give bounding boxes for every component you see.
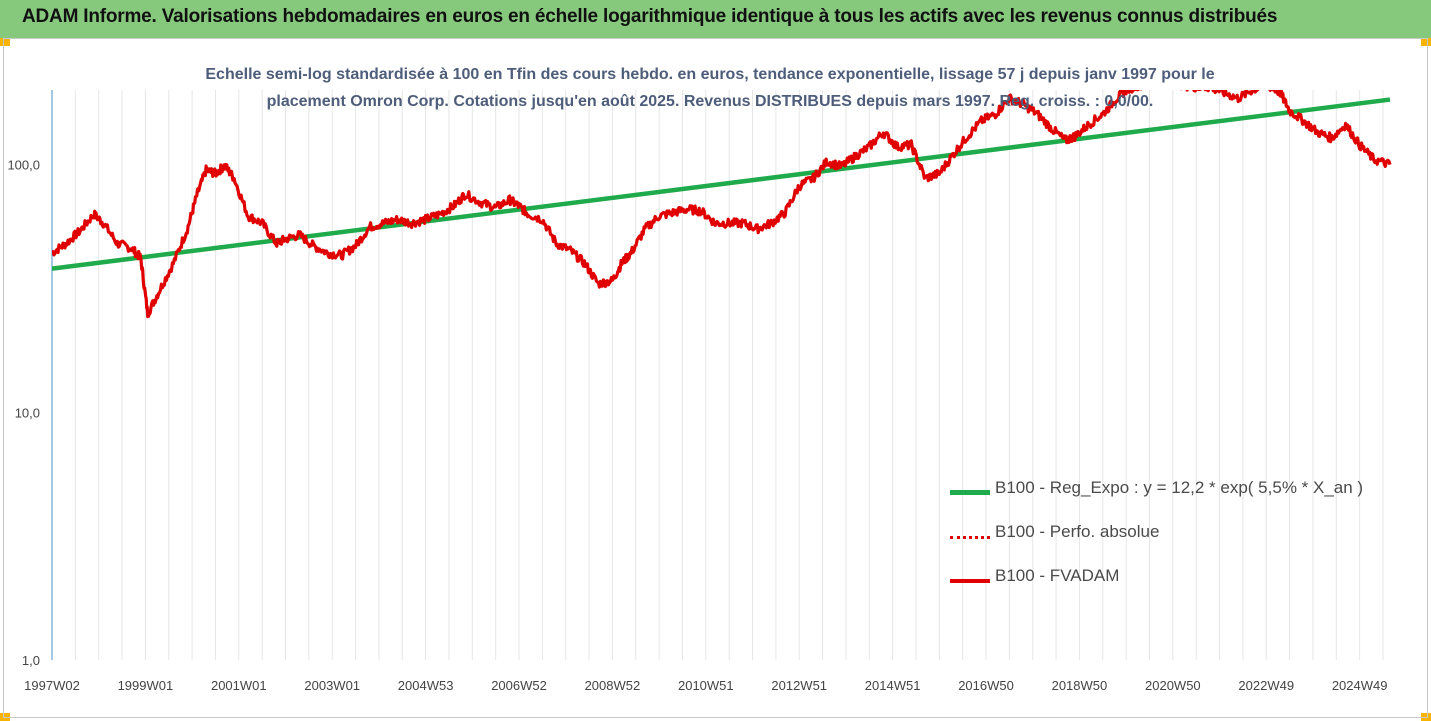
legend-label-perfo: B100 - Perfo. absolue — [995, 522, 1160, 541]
x-tick-label: 2003W01 — [304, 678, 360, 693]
series-line-fvadam — [52, 90, 1392, 319]
x-tick-label: 2004W53 — [398, 678, 454, 693]
x-tick-label: 1997W02 — [24, 678, 80, 693]
corner-marker-top-left — [0, 38, 10, 46]
x-tick-label: 2006W52 — [491, 678, 547, 693]
trend-line — [52, 97, 1391, 271]
corner-marker-top-right — [1421, 38, 1431, 46]
x-tick-label: 2012W51 — [771, 678, 827, 693]
x-tick-label: 2010W51 — [678, 678, 734, 693]
legend-swatch-trend — [950, 490, 990, 495]
x-tick-label: 2008W52 — [585, 678, 641, 693]
x-tick-label: 2014W51 — [865, 678, 921, 693]
x-tick-label: 1999W01 — [118, 678, 174, 693]
x-tick-label: 2016W50 — [958, 678, 1014, 693]
x-tick-label: 2001W01 — [211, 678, 267, 693]
legend-swatch-perfo — [950, 536, 990, 539]
legend-label-trend: B100 - Reg_Expo : y = 12,2 * exp( 5,5% *… — [995, 478, 1364, 497]
x-tick-label: 2022W49 — [1238, 678, 1294, 693]
report-title: ADAM Informe. Valorisations hebdomadaire… — [22, 6, 1278, 27]
chart-title-line-2: placement Omron Corp. Cotations jusqu'en… — [266, 93, 1154, 110]
chart-title-line-1: Echelle semi-log standardisée à 100 en T… — [205, 66, 1215, 83]
legend-swatch-fvadam — [950, 579, 990, 583]
chart-frame — [3, 38, 1428, 718]
x-tick-label: 2020W50 — [1145, 678, 1201, 693]
y-tick-label: 100,0 — [7, 158, 40, 173]
y-tick-label: 1,0 — [22, 653, 40, 668]
x-tick-label: 2018W50 — [1052, 678, 1108, 693]
x-tick-label: 2024W49 — [1332, 678, 1388, 693]
legend-label-fvadam: B100 - FVADAM — [995, 566, 1120, 585]
y-tick-label: 10,0 — [15, 405, 40, 420]
report-header: ADAM Informe. Valorisations hebdomadaire… — [0, 0, 1431, 38]
